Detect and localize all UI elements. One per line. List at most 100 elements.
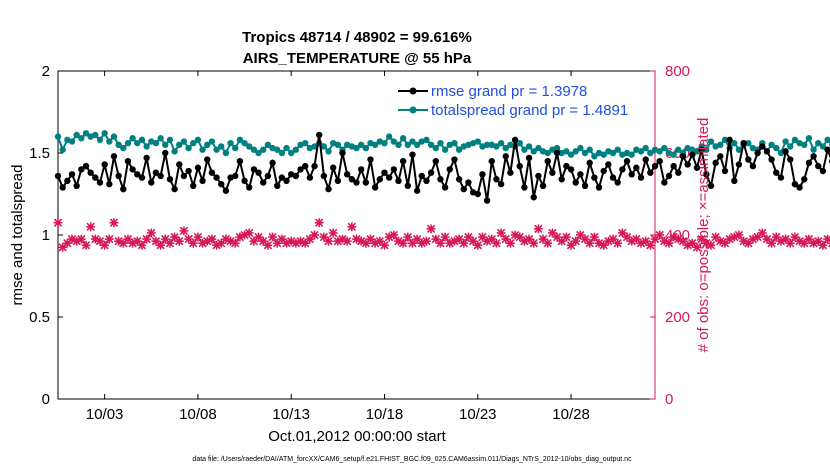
rmse-point [325,185,332,193]
rmse-point [110,153,118,160]
totalspread-point [390,138,398,145]
rmse-point [255,169,262,176]
rmse-point [740,139,747,147]
rmse-point [124,158,132,165]
totalspread-point [138,136,146,144]
obs-point [137,240,147,250]
totalspread-point [586,146,593,153]
obs-point [207,234,217,244]
totalspread-point [530,148,537,155]
totalspread-point [581,149,589,157]
rmse-point [399,158,407,165]
rmse-point [474,190,481,198]
rmse-point [805,159,813,167]
totalspread-point [404,141,412,148]
totalspread-point [609,149,617,157]
rmse-point [595,184,603,191]
rmse-point [143,154,150,162]
rmse-point [623,158,631,165]
rmse-point [819,167,827,175]
totalspread-point [162,141,169,148]
obs-point [552,232,562,242]
obs-point [496,228,506,238]
rmse-point [418,172,425,180]
rmse-point [530,194,537,201]
totalspread-point [185,144,192,152]
rmse-point [353,179,360,186]
rmse-point [581,182,589,189]
obs-point [188,238,198,248]
rmse-point [306,174,314,181]
totalspread-point [129,135,136,142]
rmse-point [637,174,645,181]
rmse-point [232,172,239,180]
rmse-point [92,174,99,181]
obs-point [589,232,599,242]
totalspread-point [572,148,579,155]
totalspread-point [92,131,99,139]
rmse-point [301,162,309,170]
totalspread-point [670,151,677,158]
totalspread-point [264,141,272,148]
obs-point [104,234,114,244]
totalspread-point [497,139,505,147]
totalspread-point [413,141,421,148]
rmse-point [633,164,640,171]
obs-point [785,238,795,248]
obs-point [459,238,469,248]
rmse-point [390,166,398,173]
rmse-point [241,177,248,185]
rmse-point [152,169,160,176]
totalspread-point [553,144,561,152]
totalspread-point [423,136,430,144]
totalspread-point [427,141,435,148]
obs-point [76,234,86,244]
rmse-point [166,176,174,183]
obs-point [398,238,408,248]
rmse-point [260,179,267,186]
x-tick-label: 10/23 [459,406,497,423]
rmse-point [413,187,421,194]
rmse-point [311,162,318,170]
obs-point [244,228,254,238]
rmse-point [735,161,743,168]
rmse-point [320,172,328,180]
x-tick-label: 10/08 [179,406,217,423]
obs-point [664,238,674,248]
chart-title: Tropics 48714 / 48902 = 99.616% [242,29,472,46]
obs-point [53,218,63,228]
rmse-point [698,146,705,153]
totalspread-point [68,138,76,145]
obs-point [361,238,371,248]
obs-point [492,238,501,248]
rmse-point [432,158,439,165]
rmse-point [801,176,808,183]
rmse-point [614,179,621,186]
obs-series [53,218,830,252]
rmse-point [684,161,691,168]
totalspread-point [106,138,113,145]
rmse-point [348,176,356,183]
right-tick-label: 800 [665,63,690,80]
rmse-point [563,162,570,170]
rmse-point [745,156,752,163]
rmse-point [194,164,202,171]
obs-point [179,226,189,236]
rmse-point [180,172,188,180]
rmse-point [665,172,673,180]
rmse-point [190,182,197,189]
totalspread-point [824,136,830,144]
obs-point [706,240,716,250]
totalspread-point [166,136,174,144]
obs-point [324,236,333,246]
rmse-point [721,167,729,175]
rmse-point [656,158,663,165]
obs-point [571,236,581,246]
obs-point [473,240,483,250]
totalspread-point [222,149,230,157]
totalspread-point [199,146,206,153]
totalspread-point [357,141,365,148]
totalspread-point [544,149,551,157]
rmse-point [712,159,719,167]
